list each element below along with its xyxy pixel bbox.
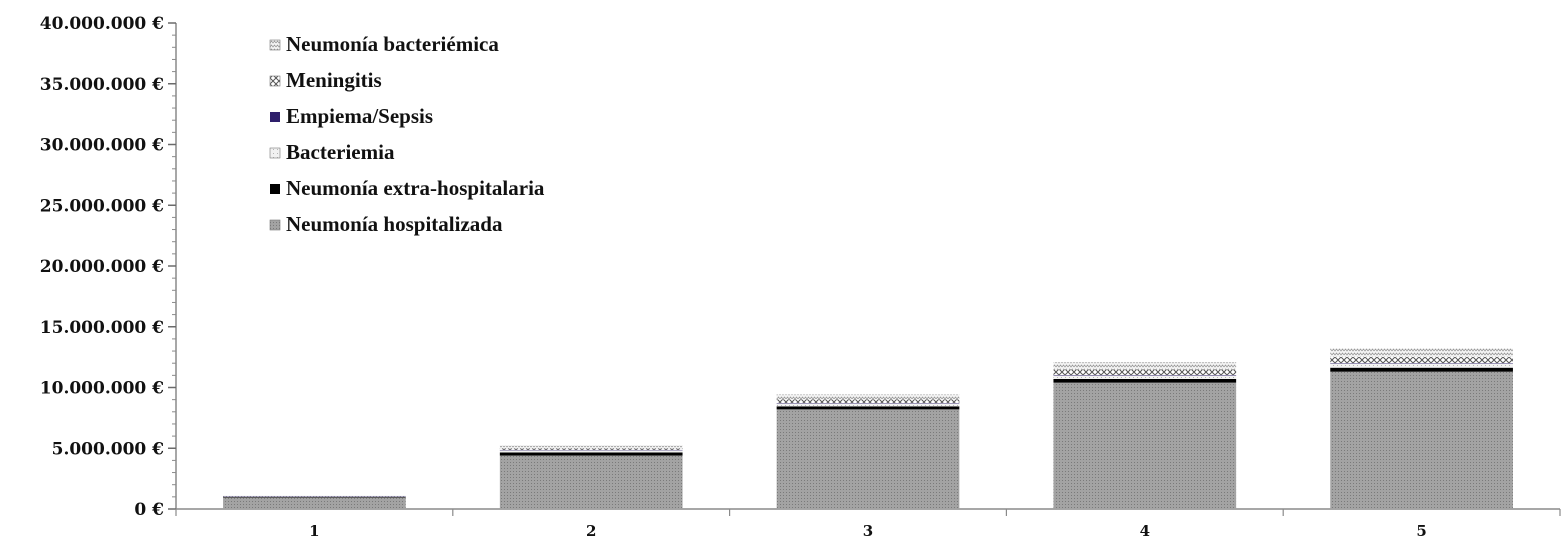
legend-label: Neumonía hospitalizada	[286, 212, 503, 236]
bar-segment-3-cat-4	[1053, 375, 1237, 379]
bar-segment-5-cat-2	[499, 448, 683, 450]
bar-segment-3-cat-5	[1330, 363, 1513, 368]
bar-segment-6-cat-1	[223, 495, 406, 497]
bar-segment-5-cat-3	[776, 399, 960, 403]
y-tick-label: 10.000.000 €	[40, 379, 164, 399]
bar-segment-2-cat-1	[223, 496, 406, 498]
legend-swatch	[269, 219, 281, 231]
y-tick-label: 5.000.000 €	[52, 439, 165, 459]
y-tick-label: 35.000.000 €	[40, 75, 164, 95]
legend-swatch	[269, 147, 281, 159]
bar-segment-5-cat-4	[1053, 369, 1237, 375]
bar-segment-2-cat-2	[499, 452, 683, 456]
legend-label: Meningitis	[286, 68, 382, 92]
y-axis: 0 € 5.000.000 € 10.000.000 € 15.000.000 € 20…	[40, 14, 177, 520]
bar-segment-1-cat-2	[499, 455, 683, 509]
legend-label: Bacteriemia	[286, 140, 395, 164]
x-tick-label: 4	[1140, 522, 1150, 540]
bar-segment-6-cat-2	[499, 445, 683, 449]
bar-segment-1-cat-3	[776, 409, 960, 509]
x-axis: 1 2 3 4 5	[175, 508, 1561, 540]
bar-segment-4-cat-5	[1330, 363, 1513, 364]
legend-label: Neumonía bacteriémica	[286, 32, 499, 56]
y-tick-label: 40.000.000 €	[40, 14, 164, 34]
legend: Neumonía bacteriémica Meningitis Empiema/S…	[269, 32, 545, 236]
legend-swatch	[270, 112, 280, 122]
bar-segment-6-cat-3	[776, 394, 960, 400]
bar-segment-3-cat-3	[776, 403, 960, 407]
bar-segment-6-cat-5	[1330, 348, 1513, 358]
bar-segment-1-cat-4	[1053, 382, 1237, 509]
bar-segment-6-cat-4	[1053, 362, 1237, 370]
bars	[223, 348, 1513, 509]
x-tick-label: 3	[863, 522, 873, 540]
bar-segment-4-cat-3	[776, 402, 960, 404]
bar-segment-1-cat-5	[1330, 371, 1513, 509]
bar-segment-5-cat-5	[1330, 357, 1513, 364]
bar-segment-4-cat-4	[1053, 374, 1237, 376]
y-tick-label: 20.000.000 €	[40, 257, 164, 277]
legend-swatch	[270, 184, 280, 194]
legend-label: Neumonía extra-hospitalaria	[286, 176, 545, 200]
bar-segment-2-cat-4	[1053, 378, 1237, 383]
legend-swatch	[269, 39, 281, 51]
bar-segment-2-cat-5	[1330, 367, 1513, 372]
legend-label: Empiema/Sepsis	[286, 104, 433, 128]
x-tick-label: 1	[309, 522, 319, 540]
bar-segment-4-cat-2	[499, 449, 683, 451]
y-tick-label: 25.000.000 €	[40, 196, 164, 216]
legend-swatch	[269, 75, 281, 87]
x-tick-label: 2	[586, 522, 596, 540]
y-tick-label: 0 €	[134, 500, 164, 520]
x-tick-label: 5	[1416, 522, 1426, 540]
y-tick-label: 30.000.000 €	[40, 136, 164, 156]
y-tick-label: 15.000.000 €	[40, 318, 164, 338]
bar-segment-1-cat-1	[223, 497, 406, 509]
bar-segment-5-cat-1	[223, 496, 406, 497]
bar-segment-2-cat-3	[776, 406, 960, 410]
bar-segment-3-cat-2	[499, 450, 683, 453]
